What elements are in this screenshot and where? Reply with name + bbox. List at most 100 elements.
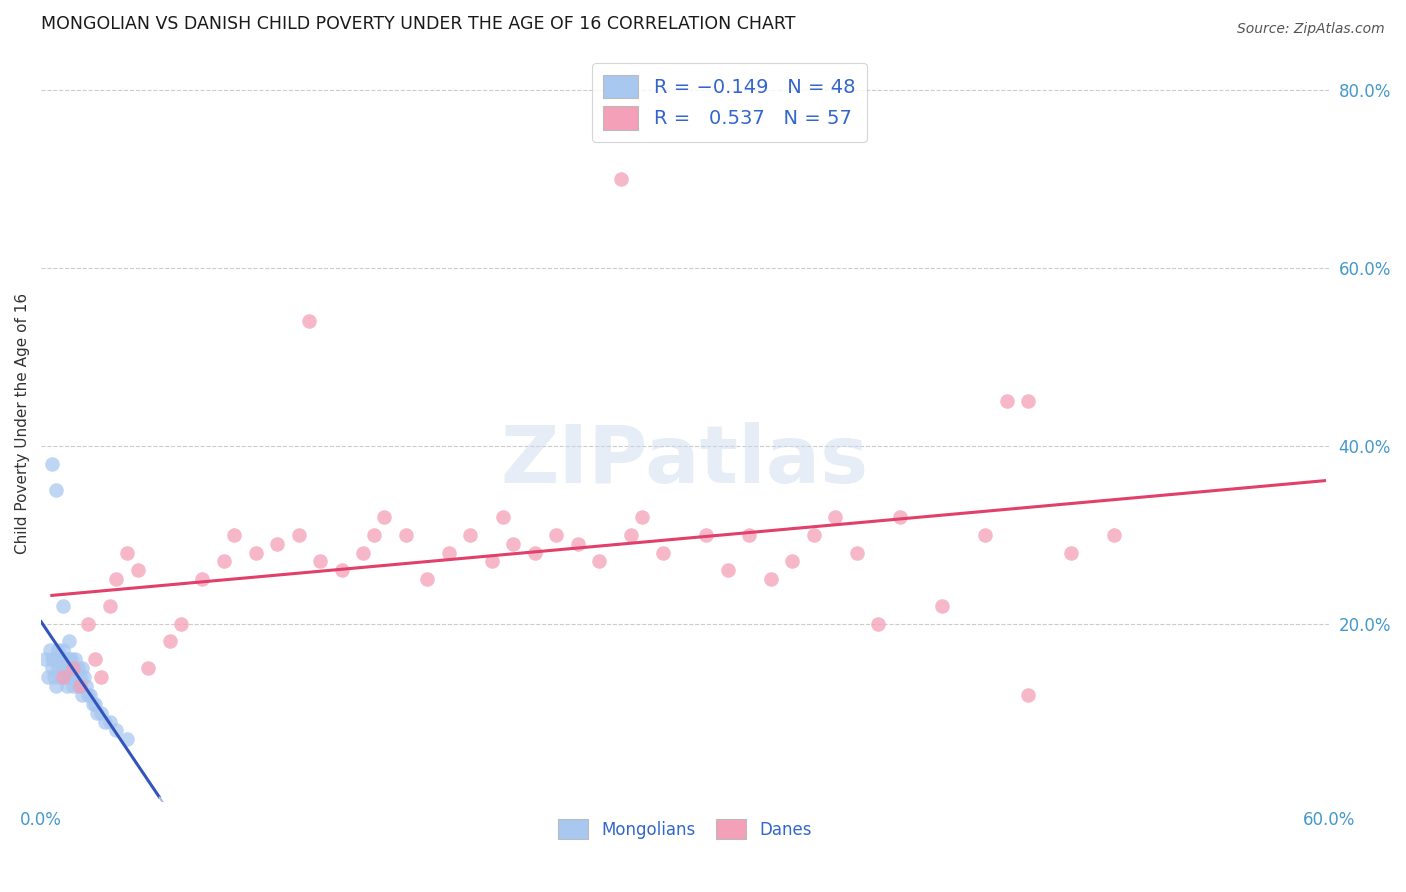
Point [759, 572, 782, 586]
Point [652, 545, 675, 559]
Point [65, 652, 87, 666]
Point [34, 652, 56, 666]
Point [191, 572, 214, 586]
Point [60, 670, 83, 684]
Point [52, 661, 75, 675]
Point [481, 554, 503, 568]
Point [90, 706, 112, 720]
Point [56, 661, 79, 675]
Point [609, 172, 631, 186]
Y-axis label: Child Poverty Under the Age of 16: Child Poverty Under the Age of 16 [15, 293, 30, 554]
Point [127, 563, 149, 577]
Point [86, 706, 108, 720]
Point [298, 314, 321, 328]
Point [69, 679, 91, 693]
Point [38, 643, 60, 657]
Point [73, 670, 96, 684]
Point [69, 679, 91, 693]
Point [77, 616, 100, 631]
Point [868, 616, 890, 631]
Text: Source: ZipAtlas.com: Source: ZipAtlas.com [1237, 22, 1385, 37]
Point [60, 652, 83, 666]
Point [330, 563, 353, 577]
Point [37, 670, 59, 684]
Point [52, 643, 75, 657]
Point [58, 652, 80, 666]
Point [52, 670, 75, 684]
Point [98, 599, 121, 613]
Point [77, 688, 100, 702]
Point [245, 545, 267, 559]
Point [53, 652, 76, 666]
Point [631, 510, 654, 524]
Point [53, 670, 76, 684]
Point [266, 537, 288, 551]
Point [588, 554, 610, 568]
Point [416, 572, 439, 586]
Point [803, 528, 825, 542]
Point [373, 510, 395, 524]
Point [169, 616, 191, 631]
Point [65, 670, 87, 684]
Legend: Mongolians, Danes: Mongolians, Danes [551, 813, 818, 847]
Point [546, 528, 568, 542]
Point [824, 510, 846, 524]
Point [1102, 528, 1125, 542]
Point [66, 661, 89, 675]
Point [159, 634, 181, 648]
Point [502, 537, 524, 551]
Point [363, 528, 385, 542]
Point [138, 661, 160, 675]
Point [1060, 545, 1083, 559]
Point [1017, 688, 1039, 702]
Point [105, 723, 128, 738]
Point [287, 528, 309, 542]
Point [46, 661, 69, 675]
Point [212, 554, 235, 568]
Point [52, 599, 75, 613]
Point [58, 634, 80, 648]
Point [995, 394, 1018, 409]
Point [437, 545, 460, 559]
Point [62, 661, 84, 675]
Point [70, 661, 93, 675]
Point [79, 688, 101, 702]
Point [41, 457, 63, 471]
Point [41, 652, 63, 666]
Point [1017, 394, 1039, 409]
Point [49, 670, 72, 684]
Point [309, 554, 332, 568]
Point [224, 528, 246, 542]
Point [69, 670, 91, 684]
Point [75, 679, 97, 693]
Point [62, 661, 84, 675]
Point [115, 732, 138, 747]
Point [42, 652, 65, 666]
Point [567, 537, 589, 551]
Point [352, 545, 374, 559]
Point [49, 652, 72, 666]
Point [58, 670, 80, 684]
Point [491, 510, 513, 524]
Point [90, 670, 112, 684]
Point [62, 679, 84, 693]
Point [780, 554, 803, 568]
Point [115, 545, 138, 559]
Text: ZIPatlas: ZIPatlas [501, 423, 869, 500]
Point [66, 679, 89, 693]
Point [46, 643, 69, 657]
Point [56, 679, 79, 693]
Point [931, 599, 953, 613]
Point [695, 528, 717, 542]
Point [738, 528, 761, 542]
Point [83, 652, 105, 666]
Point [717, 563, 740, 577]
Point [845, 545, 868, 559]
Point [98, 714, 121, 729]
Point [42, 670, 65, 684]
Point [45, 483, 67, 498]
Point [620, 528, 643, 542]
Point [974, 528, 997, 542]
Point [82, 697, 104, 711]
Point [41, 661, 63, 675]
